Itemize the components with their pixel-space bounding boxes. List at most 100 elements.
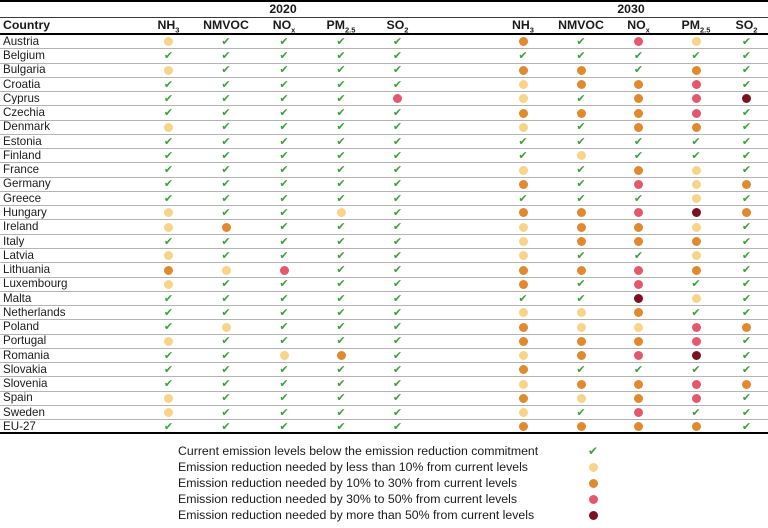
status-cell: ✔	[725, 278, 768, 290]
status-cell	[140, 264, 197, 276]
country-label: Portugal	[3, 335, 47, 347]
status-dot-lt10	[691, 194, 701, 204]
status-cell	[197, 264, 255, 276]
table-row: Portugal ✔ ✔ ✔ ✔ ✔	[0, 335, 768, 349]
status-cell	[610, 79, 667, 91]
check-icon: ✔	[163, 305, 174, 319]
check-icon: ✔	[633, 191, 644, 205]
check-icon: ✔	[221, 334, 231, 348]
status-cell: ✔	[255, 236, 313, 248]
table-row: Austria ✔ ✔ ✔ ✔ ✔ ✔	[0, 35, 768, 50]
status-dot-lt10	[518, 80, 528, 90]
table-row: Poland ✔ ✔ ✔ ✔	[0, 320, 768, 335]
pollutant-header: SO2	[369, 19, 426, 34]
status-cell	[610, 36, 667, 48]
check-icon: ✔	[279, 377, 289, 391]
status-dot-lt10	[576, 151, 586, 161]
check-icon: ✔	[741, 248, 752, 262]
status-dot-r30_50	[634, 408, 643, 418]
check-icon: ✔	[163, 419, 174, 433]
status-cell: ✔	[552, 50, 610, 62]
legend-symbol	[582, 458, 604, 476]
status-cell: ✔	[255, 79, 313, 91]
status-cell: ✔	[197, 93, 255, 105]
check-icon: ✔	[336, 234, 346, 248]
status-dot-r10_30	[634, 108, 643, 118]
status-cell	[494, 392, 552, 404]
check-icon: ✔	[576, 91, 586, 105]
status-cell: ✔	[610, 50, 667, 62]
status-cell: ✔	[552, 136, 610, 148]
status-dot-r10_30	[691, 265, 701, 275]
check-icon: ✔	[163, 49, 174, 63]
column-header-row: Country NH3 NMVOC NOx PM2.5 SO2 NH3 NMVOC NOx PM…	[0, 18, 768, 35]
check-icon: ✔	[392, 305, 403, 319]
check-icon: ✔	[279, 291, 289, 305]
table-row: Czechia ✔ ✔ ✔ ✔ ✔ ✔	[0, 106, 768, 121]
check-icon: ✔	[163, 77, 174, 91]
table-row: Sweden ✔ ✔ ✔ ✔ ✔ ✔ ✔	[0, 405, 768, 421]
country-label: EU-27	[3, 420, 36, 433]
legend: Current emission levels below the emissi…	[178, 442, 768, 522]
status-cell: ✔	[369, 164, 426, 176]
status-dot-r10_30	[518, 65, 528, 75]
check-icon: ✔	[576, 49, 586, 63]
country-label: Czechia	[3, 107, 45, 119]
status-cell	[494, 121, 552, 133]
pollutant-base: SO	[735, 18, 754, 33]
status-cell	[667, 392, 725, 404]
status-cell: ✔	[197, 335, 255, 347]
status-cell: ✔	[313, 335, 369, 347]
status-cell: ✔	[494, 136, 552, 148]
status-cell: ✔	[667, 50, 725, 62]
status-cell: ✔	[552, 250, 610, 262]
status-dot-lt10	[691, 37, 701, 47]
status-cell: ✔	[667, 136, 725, 148]
status-cell: ✔	[725, 236, 768, 248]
status-dot-lt10	[518, 94, 528, 104]
check-icon: ✔	[392, 163, 403, 177]
status-cell: ✔	[140, 136, 197, 148]
check-icon: ✔	[336, 362, 346, 376]
check-icon: ✔	[741, 120, 752, 134]
status-dot-lt10	[691, 294, 701, 304]
status-cell	[552, 64, 610, 76]
status-cell: ✔	[313, 364, 369, 376]
legend-item: Emission reduction needed by 30% to 50% …	[178, 490, 768, 506]
status-dot-r10_30	[634, 222, 643, 232]
pollutant-header: NOx	[610, 19, 667, 34]
check-icon: ✔	[518, 291, 528, 305]
status-cell	[140, 207, 197, 219]
check-icon: ✔	[279, 334, 289, 348]
check-icon: ✔	[221, 305, 231, 319]
check-icon: ✔	[741, 277, 752, 291]
status-cell: ✔	[197, 350, 255, 362]
status-cell	[667, 335, 725, 347]
status-cell	[552, 236, 610, 248]
status-cell	[369, 93, 426, 105]
status-cell: ✔	[313, 136, 369, 148]
country-label: Cyprus	[3, 92, 40, 105]
status-cell: ✔	[197, 207, 255, 219]
status-cell: ✔	[255, 164, 313, 176]
table-row: Belgium ✔ ✔ ✔ ✔ ✔ ✔ ✔ ✔ ✔ ✔	[0, 49, 768, 64]
status-cell	[140, 221, 197, 233]
status-cell: ✔	[369, 321, 426, 333]
check-icon: ✔	[576, 405, 586, 419]
status-dot-r10_30	[634, 393, 643, 403]
check-icon: ✔	[279, 49, 289, 63]
check-icon: ✔	[518, 49, 528, 63]
status-cell: ✔	[313, 107, 369, 119]
check-icon: ✔	[221, 49, 231, 63]
check-icon: ✔	[163, 291, 174, 305]
status-dot-r10_30	[634, 94, 643, 104]
check-icon: ✔	[336, 49, 346, 63]
status-dot-lt10	[164, 279, 173, 289]
status-cell: ✔	[552, 36, 610, 48]
table-row: Slovenia ✔ ✔ ✔ ✔ ✔	[0, 377, 768, 392]
status-dot-r10_30	[576, 379, 586, 389]
status-cell	[610, 93, 667, 105]
status-dot-r10_30	[634, 308, 643, 318]
check-icon: ✔	[221, 63, 231, 77]
check-icon: ✔	[336, 405, 346, 419]
